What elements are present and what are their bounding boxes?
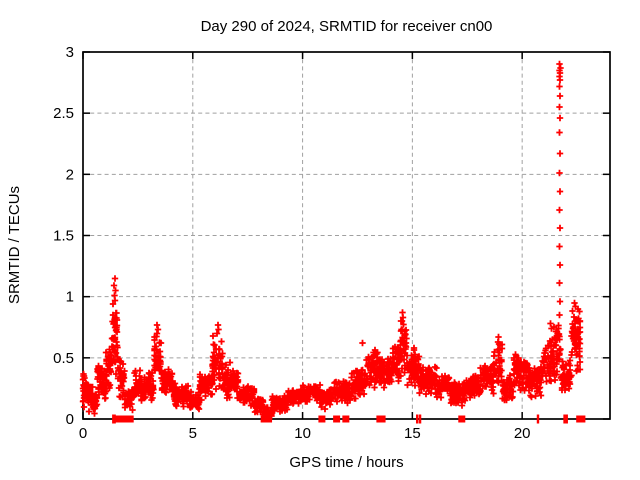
zero-value-square xyxy=(318,415,326,423)
x-tick-label: 20 xyxy=(514,425,531,442)
x-tick-label: 10 xyxy=(294,425,311,442)
chart-title: Day 290 of 2024, SRMTID for receiver cn0… xyxy=(200,18,493,35)
zero-value-square xyxy=(333,415,341,423)
x-tick-label: 15 xyxy=(404,425,421,442)
zero-value-tick xyxy=(563,414,566,424)
y-tick-label: 1.5 xyxy=(53,228,74,245)
data-points xyxy=(79,60,584,420)
zero-value-square xyxy=(117,415,125,423)
y-tick-label: 2.5 xyxy=(53,105,74,122)
zero-value-tick xyxy=(418,414,422,424)
zero-value-tick xyxy=(113,414,116,424)
x-tick-label: 5 xyxy=(189,425,197,442)
zero-value-tick xyxy=(536,414,540,424)
zero-value-tick xyxy=(416,414,419,424)
zero-value-tick xyxy=(112,414,115,424)
y-tick-label: 3 xyxy=(66,44,74,61)
x-axis-label: GPS time / hours xyxy=(289,454,404,471)
zero-value-square xyxy=(458,415,466,423)
y-axis-label: SRMTID / TECUs xyxy=(6,185,23,305)
zero-value-square xyxy=(578,415,586,423)
zero-value-tick xyxy=(565,414,568,424)
y-tick-label: 2 xyxy=(66,166,74,183)
x-tick-label: 0 xyxy=(79,425,87,442)
y-tick-label: 0.5 xyxy=(53,350,74,367)
zero-value-square xyxy=(342,415,350,423)
zero-value-square xyxy=(378,415,386,423)
zero-value-square xyxy=(265,415,273,423)
y-tick-label: 1 xyxy=(66,289,74,306)
y-tick-label: 0 xyxy=(66,411,74,428)
zero-value-square xyxy=(126,415,134,423)
